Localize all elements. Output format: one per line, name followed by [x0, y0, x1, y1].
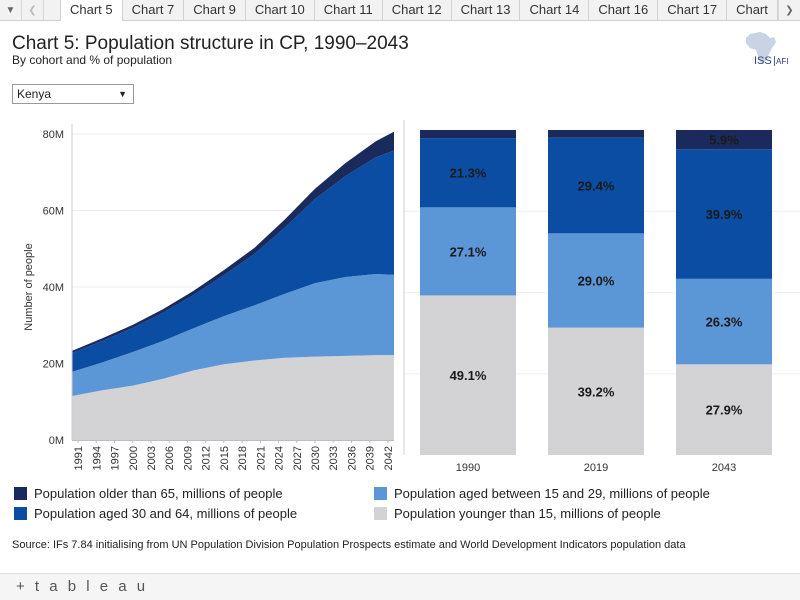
tableau-logo[interactable]: + t a b l e a u [16, 578, 149, 595]
area-x-tick-label: 1991 [73, 446, 85, 470]
area-x-tick-label: 2018 [237, 446, 249, 470]
legend-swatch [374, 507, 387, 520]
tab-scroll-chevron-right-icon[interactable]: ❯ [778, 0, 800, 20]
area-x-tick-label: 2021 [255, 446, 267, 470]
bar-category-label: 1990 [456, 462, 480, 474]
africa-map-icon [746, 32, 776, 64]
bar-data-label: 21.3% [450, 166, 487, 181]
tab-chart-11[interactable]: Chart 11 [314, 0, 383, 20]
page-subtitle: By cohort and % of population [12, 53, 173, 67]
area-y-tick-label: 60M [43, 206, 64, 218]
tab-chart-12[interactable]: Chart 12 [382, 0, 452, 20]
bar-segment-older-65 [420, 130, 516, 139]
area-younger-15 [72, 355, 394, 440]
area-x-tick-label: 2042 [383, 446, 395, 470]
legend-label: Population aged 30 and 64, millions of p… [34, 506, 298, 521]
tab-chart-14[interactable]: Chart 14 [520, 0, 590, 20]
legend-swatch [14, 507, 27, 520]
legend-item-aged-15-29[interactable]: Population aged between 15 and 29, milli… [374, 486, 710, 501]
bar-data-label: 26.3% [706, 315, 743, 330]
tab-menu-caret-down-icon[interactable]: ▼ [0, 0, 22, 20]
bar-data-label: 39.9% [706, 207, 743, 222]
area-x-tick-label: 2024 [274, 446, 286, 470]
country-select-value: Kenya [17, 87, 52, 101]
bar-segment-aged-15-29 [420, 207, 516, 296]
iss-afi-logo: ISS AFI [746, 32, 788, 67]
tab-bar: ▼ ❮ Chart 5 Chart 7 Chart 9 Chart 10 Cha… [0, 0, 800, 21]
bar-segment-aged-30-64 [676, 149, 772, 279]
tab-scroll-controls: ❯ [778, 0, 800, 20]
logo-text-afi: AFI [776, 57, 788, 66]
area-aged-30-64 [72, 150, 394, 372]
legend-swatch [374, 487, 387, 500]
area-x-tick-label: 2030 [310, 446, 322, 470]
tab-chart-16[interactable]: Chart 16 [589, 0, 659, 20]
legend-swatch [14, 487, 27, 500]
bar-data-label: 27.9% [706, 403, 743, 418]
area-x-tick-label: 2015 [219, 446, 231, 470]
tab-chart-17[interactable]: Chart 17 [658, 0, 728, 20]
bar-segment-younger-15 [420, 295, 516, 455]
source-note: Source: IFs 7.84 initialising from UN Po… [12, 539, 686, 551]
bar-data-label: 39.2% [578, 384, 615, 399]
area-y-tick-label: 0M [49, 435, 64, 447]
bar-segment-younger-15 [676, 364, 772, 455]
area-chart: 0M 20M 40M 60M 80M Number of people 1991 1994 19… [23, 124, 395, 470]
area-older-65 [72, 131, 394, 354]
bar-data-label: 49.1% [450, 368, 487, 383]
bar-segment-older-65 [548, 130, 644, 138]
legend: Population older than 65, millions of pe… [0, 484, 800, 528]
bar-chart: 49.1% 27.1% 21.3% 1990 39.2% 29.0% 29.4% 2019 27… [403, 120, 800, 474]
area-x-tick-label: 2027 [292, 446, 304, 470]
area-x-tick-label: 2000 [128, 446, 140, 470]
area-x-tick-label: 2009 [182, 446, 194, 470]
area-x-tick-label: 2039 [365, 446, 377, 470]
bar-data-label: 29.4% [578, 179, 615, 194]
area-x-tick-label: 2033 [328, 446, 340, 470]
caret-down-icon: ▼ [118, 89, 127, 99]
area-x-tick-label: 2003 [146, 446, 158, 470]
area-x-tick-label: 2012 [201, 446, 213, 470]
tab-chart-10[interactable]: Chart 10 [245, 0, 315, 20]
area-x-tick-label: 2036 [346, 446, 358, 470]
bar-data-label: 27.1% [450, 244, 487, 259]
footer-bar: + t a b l e a u [0, 573, 800, 600]
bar-segment-aged-15-29 [548, 233, 644, 328]
bar-segment-younger-15 [548, 327, 644, 455]
legend-label: Population aged between 15 and 29, milli… [394, 486, 710, 501]
area-x-tick-label: 2006 [164, 446, 176, 470]
tab-chart-5[interactable]: Chart 5 [60, 0, 123, 21]
tab-chart-9[interactable]: Chart 9 [184, 0, 246, 20]
area-y-axis-title: Number of people [23, 243, 35, 330]
tab-list: Chart 5 Chart 7 Chart 9 Chart 10 Chart 1… [60, 0, 778, 21]
tab-scroll-chevron-left-icon[interactable]: ❮ [22, 0, 44, 20]
area-y-tick-label: 40M [43, 282, 64, 294]
bar-category-label: 2019 [584, 462, 608, 474]
legend-item-younger-15[interactable]: Population younger than 15, millions of … [374, 506, 661, 521]
bar-category-label: 2043 [712, 462, 736, 474]
area-x-tick-label: 1997 [110, 446, 122, 470]
bar-segment-aged-30-64 [548, 137, 644, 234]
area-aged-15-29 [72, 273, 394, 397]
country-select[interactable]: Kenya ▼ [12, 84, 134, 104]
bar-data-label: 5.9% [709, 133, 739, 148]
bar-data-label: 29.0% [578, 273, 615, 288]
legend-label: Population older than 65, millions of pe… [34, 486, 283, 501]
tab-chart-7[interactable]: Chart 7 [122, 0, 185, 20]
area-y-tick-label: 80M [43, 129, 64, 141]
area-y-tick-label: 20M [43, 359, 64, 371]
population-charts: 0M 20M 40M 60M 80M Number of people 1991 1994 19… [23, 120, 800, 474]
legend-item-older-65[interactable]: Population older than 65, millions of pe… [14, 486, 283, 501]
bar-segment-aged-15-29 [676, 278, 772, 365]
legend-label: Population younger than 15, millions of … [394, 506, 661, 521]
area-x-tick-label: 1994 [91, 446, 103, 470]
logo-text-iss: ISS [754, 55, 772, 67]
legend-item-aged-30-64[interactable]: Population aged 30 and 64, millions of p… [14, 506, 297, 521]
bar-segment-older-65 [676, 130, 772, 150]
page-title: Chart 5: Population structure in CP, 199… [12, 33, 409, 54]
tab-chart-13[interactable]: Chart 13 [451, 0, 521, 20]
tab-chart-more[interactable]: Chart [727, 0, 778, 20]
bar-segment-aged-30-64 [420, 138, 516, 208]
